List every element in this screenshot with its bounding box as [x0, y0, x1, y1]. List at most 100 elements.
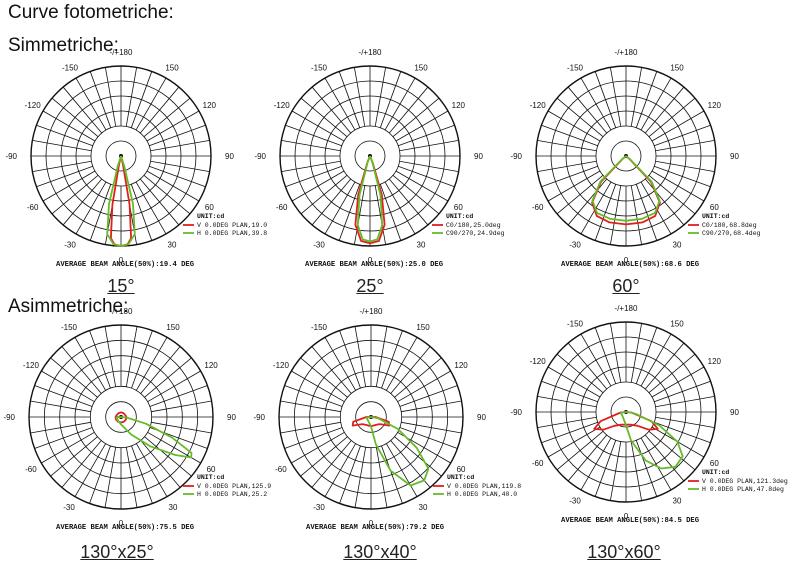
- angle-tick-label: -150: [62, 64, 79, 73]
- angle-tick-label: -/+180: [110, 307, 133, 316]
- grid-spoke: [324, 181, 356, 235]
- grid-spoke: [401, 421, 462, 434]
- grid-spoke: [75, 181, 107, 235]
- grid-spoke: [655, 416, 715, 429]
- grid-spoke: [541, 165, 598, 188]
- angle-tick-label: 120: [708, 357, 722, 366]
- grid-spoke: [140, 346, 181, 394]
- grid-spoke: [135, 181, 167, 235]
- grid-spoke: [630, 441, 643, 501]
- angle-tick-label: 30: [419, 503, 428, 512]
- angle-tick-label: 90: [730, 152, 739, 161]
- grid-spoke: [32, 139, 92, 152]
- angle-tick-label: 30: [673, 496, 682, 505]
- grid-spoke: [398, 165, 455, 188]
- grid-spoke: [125, 326, 138, 387]
- grid-spoke: [42, 110, 96, 142]
- unit-label: UNIT:cd: [702, 469, 729, 476]
- grid-spoke: [630, 185, 643, 245]
- angle-tick-label: 120: [452, 101, 466, 110]
- angle-tick-label: 120: [203, 101, 217, 110]
- angle-tick-label: 150: [670, 320, 684, 329]
- grid-spoke: [635, 327, 658, 384]
- grid-spoke: [580, 77, 612, 131]
- grid-spoke: [394, 436, 442, 477]
- heading-asimmetriche: Asimmetriche:: [8, 296, 129, 317]
- grid-spoke: [353, 67, 366, 127]
- grid-spoke: [541, 421, 598, 444]
- grid-spoke: [547, 366, 601, 398]
- grid-spoke: [648, 353, 696, 394]
- polar-chart-1: -/+180 150 120 90 60 30 0 -30 -60 -90 -120 -150 UNIT…: [0, 48, 267, 296]
- grid-spoke: [651, 170, 705, 202]
- grid-spoke: [594, 71, 617, 128]
- grid-spoke: [630, 67, 643, 127]
- grid-ring: [105, 401, 137, 433]
- grid-spoke: [547, 426, 601, 458]
- legend-entry: C0/180,68.8deg: [702, 222, 757, 229]
- series-curve-red: [354, 155, 386, 245]
- grid-spoke: [654, 165, 711, 188]
- legend-entry: V 0.0DEG PLAN,125.9: [197, 483, 271, 490]
- grid-spoke: [537, 416, 597, 429]
- grid-spoke: [399, 385, 458, 407]
- angle-tick-label: -60: [27, 203, 39, 212]
- grid-spoke: [104, 326, 117, 387]
- polar-chart-4: -/+180 150 120 90 60 30 0 -30 -60 -90 -120 -150 UNIT…: [0, 307, 271, 562]
- angle-tick-label: -60: [532, 459, 544, 468]
- series-curve-green: [115, 416, 193, 459]
- angle-tick-label: 60: [207, 465, 216, 474]
- beam-angle-footer: AVERAGE BEAM ANGLE(50%):84.5 DEG: [561, 517, 699, 525]
- grid-spoke: [635, 184, 658, 241]
- grid-spoke: [395, 110, 449, 142]
- grid-spoke: [281, 139, 341, 152]
- angle-tick-label: -120: [273, 361, 290, 370]
- angle-tick-label: -60: [532, 203, 544, 212]
- grid-spoke: [147, 370, 201, 403]
- grid-spoke: [339, 330, 361, 389]
- grid-spoke: [609, 441, 622, 501]
- grid-spoke: [32, 160, 92, 173]
- grid-spoke: [339, 445, 361, 504]
- angle-tick-label: 60: [205, 203, 214, 212]
- grid-spoke: [541, 124, 598, 147]
- grid-spoke: [51, 174, 99, 215]
- angle-tick-label: 60: [710, 203, 719, 212]
- grid-ring: [354, 140, 386, 172]
- angle-tick-label: 0: [624, 512, 629, 521]
- grid-spoke: [135, 337, 168, 391]
- grid-spoke: [291, 110, 345, 142]
- chart-caption: 60°: [612, 276, 640, 296]
- grid-spoke: [131, 445, 153, 504]
- angle-tick-label: 150: [165, 64, 179, 73]
- grid-spoke: [42, 170, 96, 202]
- grid-spoke: [394, 357, 442, 398]
- angle-tick-label: 90: [227, 413, 236, 422]
- angle-tick-label: 150: [670, 64, 684, 73]
- grid-spoke: [324, 443, 357, 497]
- series-curve-green: [365, 416, 430, 487]
- angle-tick-label: -120: [530, 357, 547, 366]
- grid-spoke: [644, 86, 685, 134]
- chart-caption: 130°x25°: [80, 542, 154, 562]
- grid-spoke: [284, 385, 343, 407]
- angle-tick-label: 150: [414, 64, 428, 73]
- legend-entry: C90/270,68.4deg: [702, 230, 761, 237]
- angle-tick-label: -90: [510, 152, 522, 161]
- beam-angle-footer: AVERAGE BEAM ANGLE(50%):25.0 DEG: [305, 261, 443, 269]
- angle-tick-label: 0: [368, 256, 373, 265]
- grid-spoke: [398, 124, 455, 147]
- angle-tick-label: -/+180: [359, 48, 382, 57]
- angle-tick-label: -30: [64, 240, 76, 249]
- series-curve-green: [591, 155, 661, 222]
- grid-spoke: [388, 86, 429, 134]
- series-curve-green: [106, 155, 136, 247]
- grid-spoke: [537, 160, 597, 173]
- angle-tick-label: -120: [23, 361, 40, 370]
- grid-spoke: [644, 178, 685, 226]
- beam-angle-footer: AVERAGE BEAM ANGLE(50%):68.6 DEG: [561, 261, 699, 269]
- angle-tick-label: 30: [417, 240, 426, 249]
- grid-spoke: [144, 436, 192, 477]
- grid-spoke: [640, 77, 672, 131]
- polar-chart-3: -/+180 150 120 90 60 30 0 -30 -60 -90 -120 -150 UNIT…: [510, 48, 770, 296]
